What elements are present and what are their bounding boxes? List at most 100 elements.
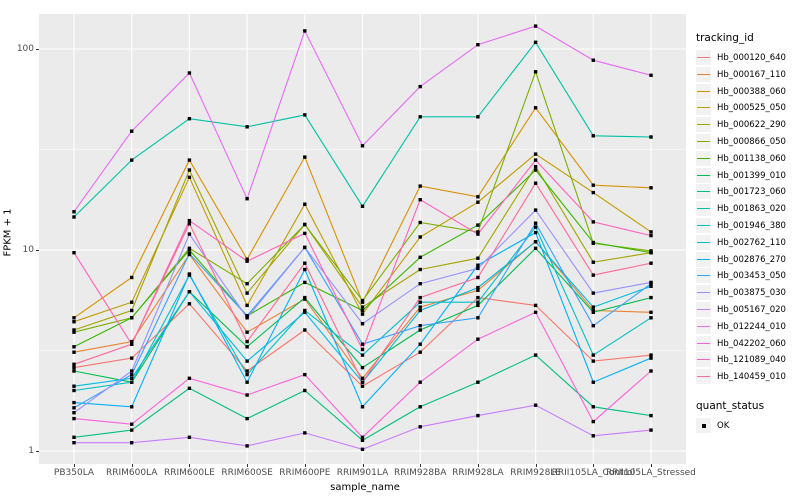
data-point bbox=[649, 186, 653, 190]
data-point bbox=[72, 441, 76, 445]
legend-key-line bbox=[697, 90, 710, 92]
data-point bbox=[245, 282, 249, 286]
data-point bbox=[591, 353, 595, 357]
x-tick-mark bbox=[477, 464, 479, 467]
data-point bbox=[533, 303, 538, 308]
data-point bbox=[245, 369, 249, 373]
legend-key-line bbox=[697, 57, 710, 58]
legend-label: Hb_012244_010 bbox=[717, 321, 786, 332]
plot-panel bbox=[39, 14, 686, 464]
data-point bbox=[591, 291, 595, 295]
legend-key-swatch bbox=[696, 167, 711, 183]
data-point bbox=[72, 251, 76, 255]
data-point bbox=[303, 295, 307, 300]
data-point bbox=[72, 435, 76, 439]
data-point bbox=[72, 320, 76, 324]
data-point bbox=[303, 231, 307, 236]
data-point bbox=[476, 288, 480, 292]
data-point bbox=[245, 291, 249, 295]
data-point bbox=[245, 339, 249, 344]
data-point bbox=[418, 295, 422, 300]
data-point bbox=[533, 106, 538, 110]
legend-key-swatch bbox=[696, 66, 711, 82]
x-tick-mark bbox=[593, 464, 595, 467]
data-point bbox=[649, 310, 653, 314]
legend-key-line bbox=[697, 141, 710, 142]
data-point bbox=[72, 406, 76, 410]
data-point bbox=[187, 117, 192, 121]
legend-key-swatch bbox=[696, 100, 711, 116]
data-point bbox=[476, 266, 480, 271]
data-point bbox=[72, 345, 76, 349]
legend-key-swatch bbox=[696, 201, 711, 217]
y-tick-mark bbox=[36, 49, 39, 50]
data-point bbox=[591, 240, 595, 245]
data-point bbox=[360, 308, 365, 313]
data-point bbox=[591, 190, 595, 195]
data-point bbox=[360, 353, 365, 357]
data-point bbox=[418, 328, 422, 332]
data-point bbox=[360, 342, 365, 346]
data-point bbox=[72, 369, 76, 373]
data-point bbox=[245, 444, 249, 448]
y-tick-label: 10 bbox=[22, 245, 34, 255]
data-point bbox=[476, 316, 480, 320]
data-point bbox=[476, 263, 480, 267]
legend-label: Hb_121089_040 bbox=[717, 355, 786, 366]
data-point bbox=[130, 372, 134, 377]
data-point bbox=[303, 310, 307, 314]
data-point bbox=[418, 405, 422, 409]
data-point bbox=[418, 300, 422, 304]
data-point bbox=[418, 115, 422, 119]
data-point bbox=[533, 310, 538, 314]
legend-key-swatch bbox=[696, 285, 711, 301]
x-axis-title: sample_name bbox=[330, 482, 400, 493]
data-point bbox=[303, 261, 307, 265]
data-point bbox=[187, 290, 192, 294]
data-point bbox=[303, 267, 307, 272]
data-point bbox=[649, 280, 653, 285]
data-point bbox=[130, 316, 134, 320]
data-point bbox=[476, 285, 480, 290]
data-point bbox=[649, 284, 653, 288]
data-point bbox=[245, 316, 249, 320]
data-point bbox=[649, 261, 653, 265]
data-point bbox=[360, 380, 365, 384]
data-point bbox=[187, 158, 192, 162]
y-tick-label: 1 bbox=[28, 446, 34, 456]
legend-label: Hb_001863_020 bbox=[717, 204, 786, 215]
data-point bbox=[533, 181, 538, 185]
data-point bbox=[72, 388, 76, 393]
legend-key-line bbox=[697, 309, 710, 310]
data-point bbox=[245, 259, 249, 263]
data-point bbox=[591, 58, 595, 62]
data-point bbox=[476, 223, 480, 227]
data-point bbox=[533, 225, 538, 229]
data-point bbox=[533, 168, 538, 172]
y-tick-mark bbox=[36, 451, 39, 452]
legend-label: Hb_002876_270 bbox=[717, 254, 786, 265]
data-point bbox=[649, 233, 653, 238]
data-point bbox=[476, 43, 480, 47]
legend-key-swatch bbox=[696, 234, 711, 250]
data-point bbox=[476, 230, 480, 234]
legend-label: Hb_001138_060 bbox=[717, 153, 786, 164]
data-point bbox=[649, 428, 653, 432]
data-point bbox=[245, 303, 249, 308]
data-point bbox=[591, 434, 595, 438]
data-point bbox=[591, 310, 595, 314]
data-point bbox=[303, 280, 307, 285]
data-point bbox=[303, 372, 307, 377]
legend-label: Hb_042202_060 bbox=[717, 338, 786, 349]
legend-label: Hb_000866_050 bbox=[717, 137, 786, 147]
legend-label: Hb_001723_060 bbox=[717, 187, 786, 198]
data-point bbox=[187, 218, 192, 223]
data-point bbox=[591, 419, 595, 424]
legend-label: OK bbox=[717, 421, 730, 431]
data-point bbox=[72, 215, 76, 219]
data-point bbox=[187, 376, 192, 380]
legend-key-line bbox=[697, 241, 710, 243]
legend-key-swatch bbox=[696, 418, 711, 433]
data-point bbox=[72, 365, 76, 370]
legend-label: Hb_000525_050 bbox=[717, 103, 786, 114]
